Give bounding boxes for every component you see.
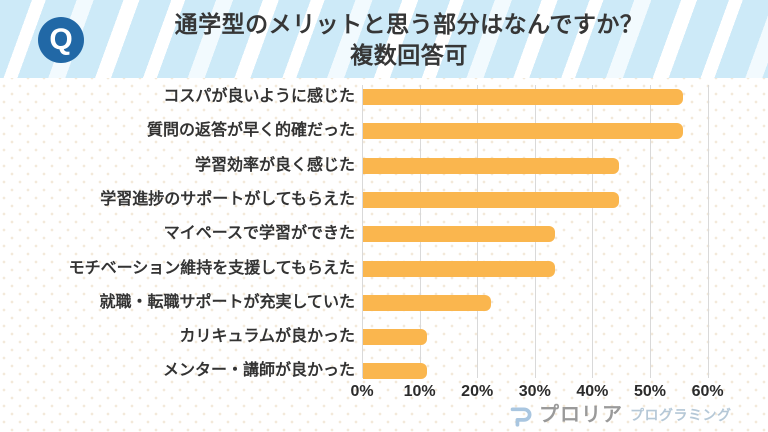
x-tick-40%: 40% <box>576 383 609 400</box>
brand-name: プロリア <box>539 404 623 426</box>
category-label-6: 就職・転職サポートが充実していた <box>99 293 355 311</box>
brand-suffix: プログラミング <box>630 407 732 423</box>
proria-p-icon <box>510 407 532 427</box>
bar-chart: コスパが良いように感じた質問の返答が早く的確だった学習効率が良く感じた学習進捗の… <box>0 78 768 408</box>
category-label-0: コスパが良いように感じた <box>163 88 355 105</box>
brand-logo: プロリア プログラミング <box>508 401 732 429</box>
bar-1 <box>363 123 684 140</box>
plot-area <box>362 85 709 380</box>
bar-2 <box>363 157 619 174</box>
bar-3 <box>363 191 619 208</box>
bar-0 <box>363 89 684 105</box>
gridline-0% <box>362 85 363 378</box>
gridline-40% <box>592 85 594 378</box>
title-line-2: 複数回答可 <box>350 42 468 68</box>
x-tick-10%: 10% <box>403 383 436 400</box>
bar-4 <box>363 226 555 243</box>
bar-6 <box>363 294 491 311</box>
category-label-5: モチベーション維持を支援してもらえた <box>68 259 355 277</box>
category-label-8: メンター・講師が良かった <box>162 362 355 380</box>
header-banner: Q 通学型のメリットと思う部分はなんですか？ 複数回答可 <box>0 0 768 78</box>
x-tick-20%: 20% <box>461 383 494 400</box>
category-label-2: 学習効率が良く感じた <box>194 156 355 174</box>
title-line-1: 通学型のメリットと思う部分はなんですか？ <box>174 11 644 37</box>
bar-8 <box>363 363 427 380</box>
x-tick-30%: 30% <box>518 383 551 400</box>
x-tick-60%: 60% <box>691 383 724 400</box>
category-label-7: カリキュラムが良かった <box>179 328 355 346</box>
page-title: 通学型のメリットと思う部分はなんですか？ 複数回答可 <box>90 8 728 71</box>
category-label-3: 学習進捗のサポートがしてもらえた <box>100 190 355 208</box>
category-label-1: 質問の返答が早く的確だった <box>146 122 355 140</box>
x-tick-0%: 0% <box>350 383 374 400</box>
bar-5 <box>363 260 555 277</box>
category-label-4: マイペースで学習ができた <box>163 225 355 243</box>
bar-7 <box>363 329 427 346</box>
question-badge-icon: Q <box>38 17 84 63</box>
gridline-60% <box>707 85 709 378</box>
x-tick-50%: 50% <box>633 383 667 400</box>
gridline-50% <box>650 85 651 378</box>
